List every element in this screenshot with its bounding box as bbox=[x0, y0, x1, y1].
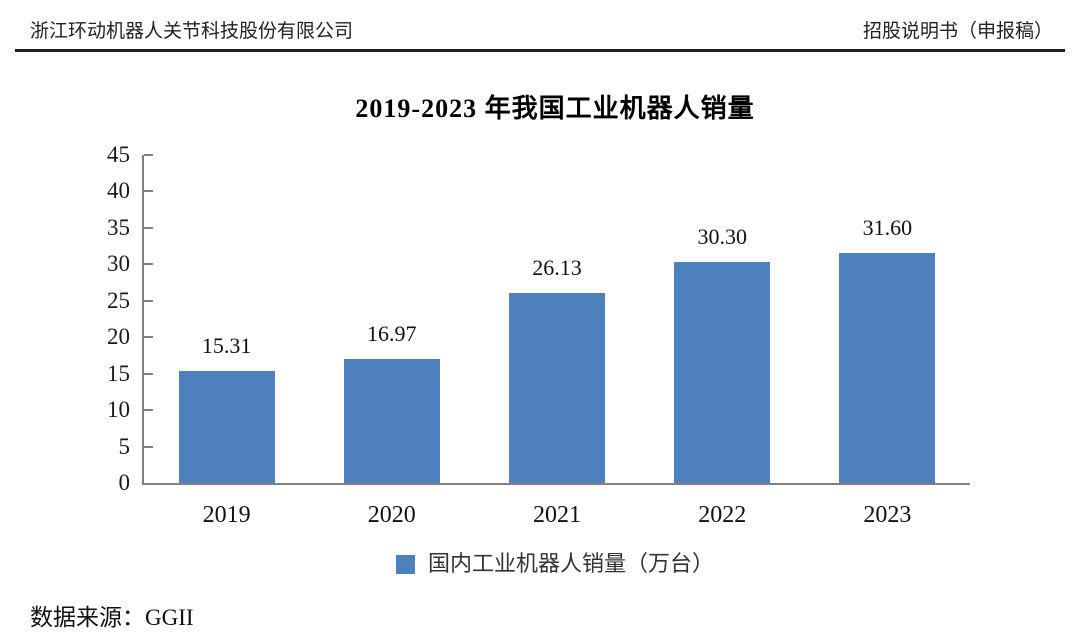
bar-group-2021: 26.13 2021 bbox=[509, 155, 605, 528]
x-axis-label: 2019 bbox=[202, 502, 251, 528]
bar-group-2019: 15.31 2019 bbox=[178, 155, 275, 528]
y-axis-tick-label: 45 bbox=[107, 142, 130, 167]
legend-swatch-icon bbox=[395, 554, 415, 574]
x-axis-label: 2022 bbox=[698, 502, 747, 528]
y-axis-tick bbox=[144, 263, 153, 266]
y-axis-tick bbox=[144, 299, 153, 302]
chart-title: 2019-2023 年我国工业机器人销量 bbox=[355, 94, 755, 123]
y-axis-tick-label: 25 bbox=[107, 287, 130, 313]
company-name: 浙江环动机器人关节科技股份有限公司 bbox=[30, 21, 354, 42]
y-axis-tick bbox=[144, 226, 153, 229]
bar-group-2023: 31.60 2023 bbox=[839, 155, 936, 528]
bar-chart-plot-area: 15.31 2019 16.97 2020 26.13 2021 30.30 2… bbox=[142, 154, 970, 528]
x-axis-label: 2020 bbox=[367, 502, 416, 528]
page-header: 浙江环动机器人关节科技股份有限公司 招股说明书（申报稿） bbox=[30, 16, 1053, 43]
chart-legend: 国内工业机器人销量（万台） bbox=[142, 553, 968, 575]
y-axis-tick-label: 5 bbox=[118, 433, 131, 459]
header-divider bbox=[15, 49, 1065, 52]
y-axis-tick-label: 15 bbox=[107, 360, 130, 386]
data-source-note: 数据来源：GGII bbox=[30, 605, 194, 630]
y-axis-labels: 0 5 10 15 20 25 30 35 40 45 bbox=[0, 142, 131, 495]
x-axis-label: 2023 bbox=[863, 502, 912, 528]
y-axis-tick-label: 35 bbox=[107, 214, 130, 240]
bar-2023 bbox=[839, 252, 936, 483]
bar-group-2020: 16.97 2020 bbox=[343, 155, 440, 528]
y-axis-tick bbox=[144, 372, 153, 375]
legend-label: 国内工业机器人销量（万台） bbox=[427, 551, 714, 576]
y-axis-tick-label: 40 bbox=[107, 178, 130, 204]
y-axis-tick-label: 20 bbox=[107, 324, 130, 350]
document-type-label: 招股说明书（申报稿） bbox=[862, 21, 1053, 42]
bar-value-label: 31.60 bbox=[862, 214, 913, 240]
bar-value-label: 30.30 bbox=[697, 224, 747, 250]
x-axis-label: 2021 bbox=[533, 502, 581, 528]
y-axis-tick bbox=[144, 190, 153, 193]
bar-2020 bbox=[343, 359, 440, 483]
bar-group-2022: 30.30 2022 bbox=[674, 155, 771, 528]
y-axis-tick bbox=[144, 409, 153, 412]
bar-value-label: 15.31 bbox=[201, 333, 252, 359]
y-axis-tick bbox=[144, 154, 153, 156]
bar-2021 bbox=[509, 292, 605, 483]
bar-value-label: 16.97 bbox=[367, 321, 417, 347]
y-axis-tick-label: 10 bbox=[107, 397, 130, 423]
y-axis-tick bbox=[144, 336, 153, 339]
y-axis-tick-label: 30 bbox=[107, 251, 130, 277]
bar-value-label: 26.13 bbox=[532, 254, 582, 280]
y-axis-tick-label: 0 bbox=[118, 470, 131, 495]
bar-2019 bbox=[178, 371, 275, 483]
bar-2022 bbox=[674, 262, 771, 483]
y-axis-tick bbox=[144, 445, 153, 448]
